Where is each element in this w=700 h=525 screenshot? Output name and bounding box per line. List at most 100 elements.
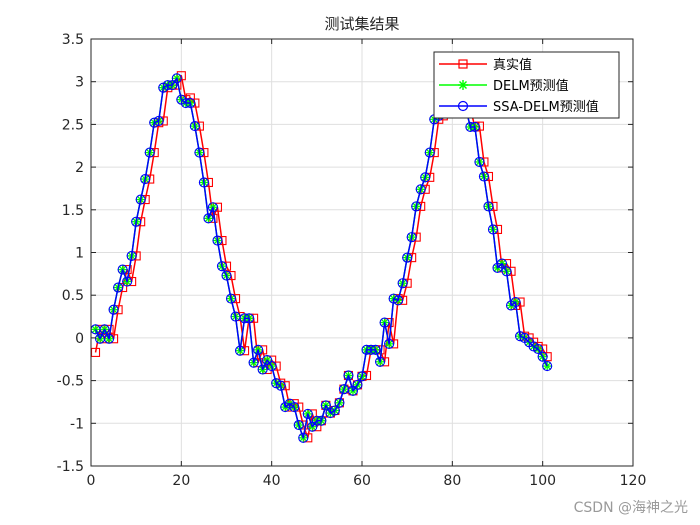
y-tick-label: -1 xyxy=(70,416,84,432)
data-point-circle xyxy=(356,371,368,382)
data-point-circle xyxy=(402,252,413,263)
data-point-circle xyxy=(140,174,151,185)
data-point-circle xyxy=(162,80,173,91)
data-point-circle xyxy=(510,296,521,308)
data-point-circle xyxy=(483,201,494,212)
data-point-circle xyxy=(370,344,381,355)
data-point-circle xyxy=(343,370,354,381)
data-point-circle xyxy=(131,216,142,227)
data-point-circle xyxy=(185,98,196,109)
legend-entry-ssa-delm: SSA-DELM预测值 xyxy=(439,99,599,115)
data-point-circle xyxy=(411,201,422,212)
data-point-circle xyxy=(379,317,390,328)
data-point-circle xyxy=(289,402,300,413)
x-tick-label: 80 xyxy=(443,473,461,489)
y-tick-label: 2.5 xyxy=(62,117,84,133)
data-point-circle xyxy=(542,361,553,372)
legend-marker-square xyxy=(458,59,468,69)
x-tick-label: 0 xyxy=(87,473,96,489)
data-point-circle xyxy=(104,333,115,344)
data-point-circle xyxy=(515,331,526,342)
x-axis-ticks: 0 20 40 60 80 100 120 xyxy=(87,39,647,489)
data-point-circle xyxy=(266,361,277,372)
data-point-circle xyxy=(149,117,160,128)
data-point-circle xyxy=(113,282,124,293)
data-point-circle xyxy=(207,202,218,213)
y-tick-label: -1.5 xyxy=(57,459,84,475)
data-point-circle xyxy=(99,324,110,335)
data-point-circle xyxy=(248,357,259,368)
data-point-circle xyxy=(302,408,313,419)
legend-marker-asterisk xyxy=(458,80,468,90)
data-point-circle xyxy=(501,266,512,277)
data-point-circle xyxy=(275,380,286,391)
data-point-circle xyxy=(384,338,395,349)
data-point-circle xyxy=(465,121,476,133)
data-point-circle xyxy=(221,270,232,281)
y-axis-ticks: -1.5 -1 -0.5 0 0.5 1 1.5 2 2.5 3 3.5 xyxy=(57,32,633,475)
data-point-circle xyxy=(537,351,548,362)
x-tick-label: 40 xyxy=(263,473,281,489)
data-point-circle xyxy=(293,419,304,431)
series-layer xyxy=(90,71,553,443)
data-point-circle xyxy=(239,313,250,324)
data-point-circle xyxy=(397,278,408,289)
data-point-circle xyxy=(144,147,155,158)
data-point-circle xyxy=(474,156,485,168)
data-point-circle xyxy=(533,343,544,355)
y-tick-label: 3 xyxy=(75,75,84,91)
data-point-circle xyxy=(153,115,164,127)
data-point-circle xyxy=(478,171,490,182)
y-tick-label: 1.5 xyxy=(62,203,84,219)
data-point-circle xyxy=(225,293,237,304)
data-point-circle xyxy=(235,345,246,356)
watermark: CSDN @海神之光 xyxy=(574,500,688,516)
data-point-asterisk xyxy=(90,324,101,335)
data-point-circle xyxy=(320,400,331,411)
data-point-circle xyxy=(203,213,214,224)
data-point-circle xyxy=(216,261,228,272)
data-point-circle xyxy=(311,415,322,426)
data-point-circle xyxy=(194,147,205,158)
data-point-circle xyxy=(108,304,119,315)
x-tick-label: 20 xyxy=(172,473,190,489)
data-point-circle xyxy=(365,344,377,355)
data-point-circle xyxy=(135,194,146,205)
x-tick-label: 60 xyxy=(353,473,371,489)
y-tick-label: 0 xyxy=(75,331,84,347)
data-point-circle xyxy=(126,250,137,261)
data-point-circle xyxy=(375,356,386,367)
legend-label-delm: DELM预测值 xyxy=(493,78,569,94)
x-tick-label: 100 xyxy=(529,473,556,489)
data-point-circle xyxy=(198,177,209,188)
y-tick-label: 2 xyxy=(75,160,84,176)
data-point-circle xyxy=(388,293,399,304)
data-point-circle xyxy=(329,405,340,416)
data-point-circle xyxy=(424,147,435,158)
data-point-circle xyxy=(257,364,268,375)
x-tick-label: 120 xyxy=(620,473,647,489)
y-tick-label: 0.5 xyxy=(62,288,84,304)
legend-marker-circle xyxy=(457,100,469,112)
data-point-circle xyxy=(212,235,223,246)
data-point-circle xyxy=(171,73,182,84)
data-point-circle xyxy=(167,80,178,91)
data-point-circle xyxy=(189,121,200,132)
data-point-circle xyxy=(180,98,191,109)
data-point-circle xyxy=(352,379,363,390)
data-point-circle xyxy=(496,258,508,269)
data-point-asterisk xyxy=(542,361,553,372)
data-point-circle xyxy=(393,295,404,306)
data-point-circle xyxy=(415,184,426,195)
data-point-circle xyxy=(420,172,431,183)
legend-label-ssa-delm: SSA-DELM预测值 xyxy=(493,99,599,115)
legend-entry-delm: DELM预测值 xyxy=(439,78,569,94)
series-2 xyxy=(90,73,553,443)
data-point-circle xyxy=(298,432,309,443)
data-point-circle xyxy=(334,397,345,408)
y-tick-label: 1 xyxy=(75,246,84,262)
legend-label-true: 真实值 xyxy=(493,57,532,73)
data-point-circle xyxy=(469,121,480,133)
y-tick-label: -0.5 xyxy=(57,374,84,390)
